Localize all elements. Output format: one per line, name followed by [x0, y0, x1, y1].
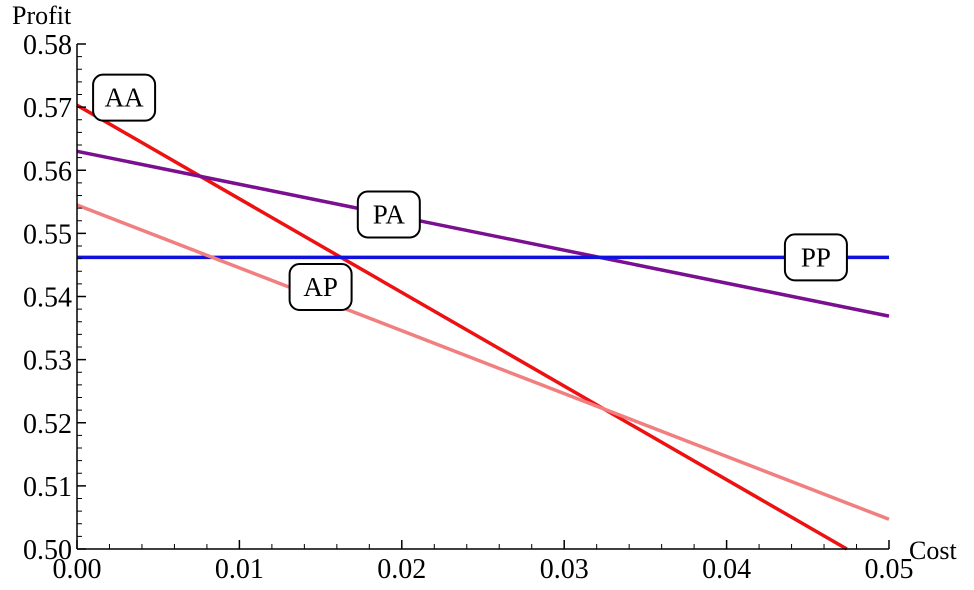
series-line-ap	[76, 203, 890, 521]
x-tick-label: 0.01	[215, 554, 264, 585]
y-tick-label: 0.58	[23, 30, 72, 61]
series-label-ap: AP	[288, 263, 353, 312]
x-tick-label: 0.03	[540, 554, 589, 585]
series-label-text: PA	[373, 199, 406, 229]
series-label-box	[288, 263, 353, 312]
series-label-box	[783, 233, 848, 282]
x-tick-label: 0.00	[53, 554, 102, 585]
y-tick-label: 0.50	[23, 535, 72, 566]
series-label-aa: AA	[92, 73, 157, 122]
x-tick-label: 0.02	[377, 554, 426, 585]
x-axis-title: Cost	[909, 536, 957, 565]
series-label-pp: PP	[783, 233, 848, 282]
series-label-box	[92, 73, 157, 122]
series-label-pa: PA	[356, 190, 421, 239]
y-tick-label: 0.54	[23, 283, 72, 314]
y-axis-title: Profit	[12, 1, 72, 30]
series-label-text: AA	[105, 83, 144, 113]
series-label-box	[356, 190, 421, 239]
plot-lines	[76, 103, 890, 551]
y-tick-label: 0.56	[23, 156, 72, 187]
series-label-text: AP	[303, 272, 338, 302]
series-labels: AA PA PP AP	[92, 73, 848, 312]
series-label-text: PP	[801, 242, 831, 272]
x-tick-label: 0.04	[702, 554, 751, 585]
y-tick-label: 0.52	[23, 409, 72, 440]
y-tick-label: 0.51	[23, 472, 72, 503]
y-tick-label: 0.57	[23, 93, 72, 124]
x-tick-label: 0.05	[865, 554, 914, 585]
y-tick-label: 0.55	[23, 219, 72, 250]
series-line-aa	[76, 103, 848, 551]
ticks: 0.00 0.01 0.02 0.03 0.04 0.05 0.50 0.51 0.52 0.53…	[23, 30, 914, 585]
y-tick-label: 0.53	[23, 346, 72, 377]
series-line-pa	[76, 149, 890, 318]
